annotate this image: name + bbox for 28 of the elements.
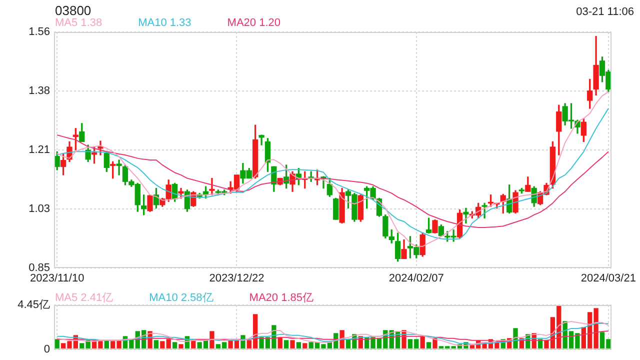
bar <box>284 340 289 350</box>
text: MA20 1.85亿 <box>249 292 314 304</box>
text: MA10 2.58亿 <box>149 292 214 304</box>
y-tick-label: 1.38 <box>28 85 50 98</box>
y-tick-label: 1.03 <box>28 203 50 216</box>
text: MA5 2.41亿 <box>55 292 114 304</box>
bar <box>178 344 184 350</box>
y-tick-label: 0 <box>44 343 50 356</box>
y-tick-label: 1.56 <box>28 26 50 38</box>
x-tick-label: 2024/02/07 <box>388 272 444 285</box>
x-tick-label: 2023/12/22 <box>209 272 264 285</box>
x-tick-label: 2024/03/21 <box>580 272 636 285</box>
y-tick-label: 0.85 <box>28 262 50 274</box>
y-tick-label: 1.21 <box>28 144 50 156</box>
bar <box>513 328 518 350</box>
y-tick-label: 4.45亿 <box>18 299 50 312</box>
bar <box>154 340 159 350</box>
bar <box>166 339 171 350</box>
bar <box>210 331 214 350</box>
bar <box>290 340 295 350</box>
chart-title: 03800 <box>55 3 92 18</box>
text: 03-21 11:06 <box>576 6 634 18</box>
text: MA20 1.20 <box>227 17 280 29</box>
text: MA10 1.33 <box>138 17 192 29</box>
text: MA5 1.38 <box>55 17 102 29</box>
x-tick-label: 2023/11/10 <box>30 272 84 285</box>
bar <box>432 338 438 350</box>
bar <box>340 330 344 350</box>
